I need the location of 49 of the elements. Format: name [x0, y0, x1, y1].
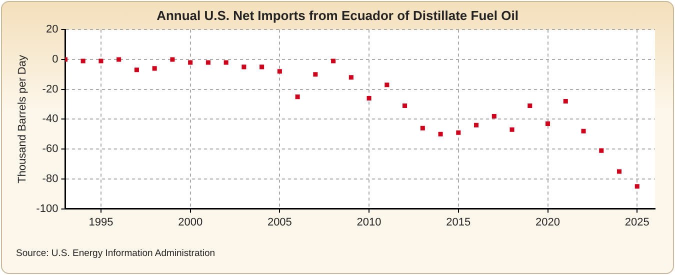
- point: [366, 96, 372, 101]
- point: [546, 121, 550, 126]
- point: [616, 169, 622, 174]
- y-tick-label: -20: [42, 83, 58, 96]
- point: [206, 60, 210, 65]
- x-tick-label: 2010: [356, 216, 382, 228]
- point: [634, 184, 640, 189]
- point: [510, 127, 514, 132]
- point: [277, 69, 282, 74]
- y-axis-title: Thousand Barrels per Day: [16, 54, 29, 184]
- x-tick-label: 2020: [536, 216, 560, 228]
- point: [438, 132, 443, 136]
- point: [134, 68, 139, 72]
- x-tick-label: 1995: [88, 216, 114, 228]
- y-tick-label: -40: [42, 113, 58, 126]
- point: [80, 58, 86, 64]
- point: [170, 57, 175, 62]
- point: [402, 104, 408, 108]
- x-tick-label: 2015: [446, 216, 471, 228]
- point: [384, 82, 390, 88]
- point: [242, 64, 246, 70]
- point: [581, 128, 586, 134]
- point: [313, 72, 318, 77]
- point: [348, 75, 354, 80]
- point: [563, 99, 568, 104]
- point: [260, 64, 264, 70]
- point: [98, 58, 104, 64]
- source-note: Source: U.S. Energy Information Administration: [16, 248, 216, 259]
- y-tick-label: -80: [42, 172, 58, 185]
- y-tick-label: 20: [46, 24, 58, 36]
- point: [528, 104, 532, 108]
- y-tick-label: 0: [52, 54, 58, 66]
- point: [492, 114, 496, 118]
- x-tick-label: 2000: [178, 216, 203, 228]
- point: [599, 148, 604, 153]
- y-tick-label: -100: [36, 202, 58, 215]
- point: [188, 60, 193, 65]
- x-tick-label: 2025: [624, 216, 650, 228]
- point: [152, 66, 157, 71]
- y-tick-label: -60: [42, 143, 58, 156]
- point: [474, 122, 479, 128]
- point: [295, 94, 300, 100]
- chart-title: Annual U.S. Net Imports from Ecuador of Distillate Fuel Oil: [156, 8, 520, 23]
- point: [420, 126, 425, 130]
- point: [116, 57, 122, 62]
- x-tick-label: 2005: [267, 216, 292, 228]
- point: [331, 58, 336, 64]
- point: [456, 130, 461, 135]
- point: [224, 60, 228, 65]
